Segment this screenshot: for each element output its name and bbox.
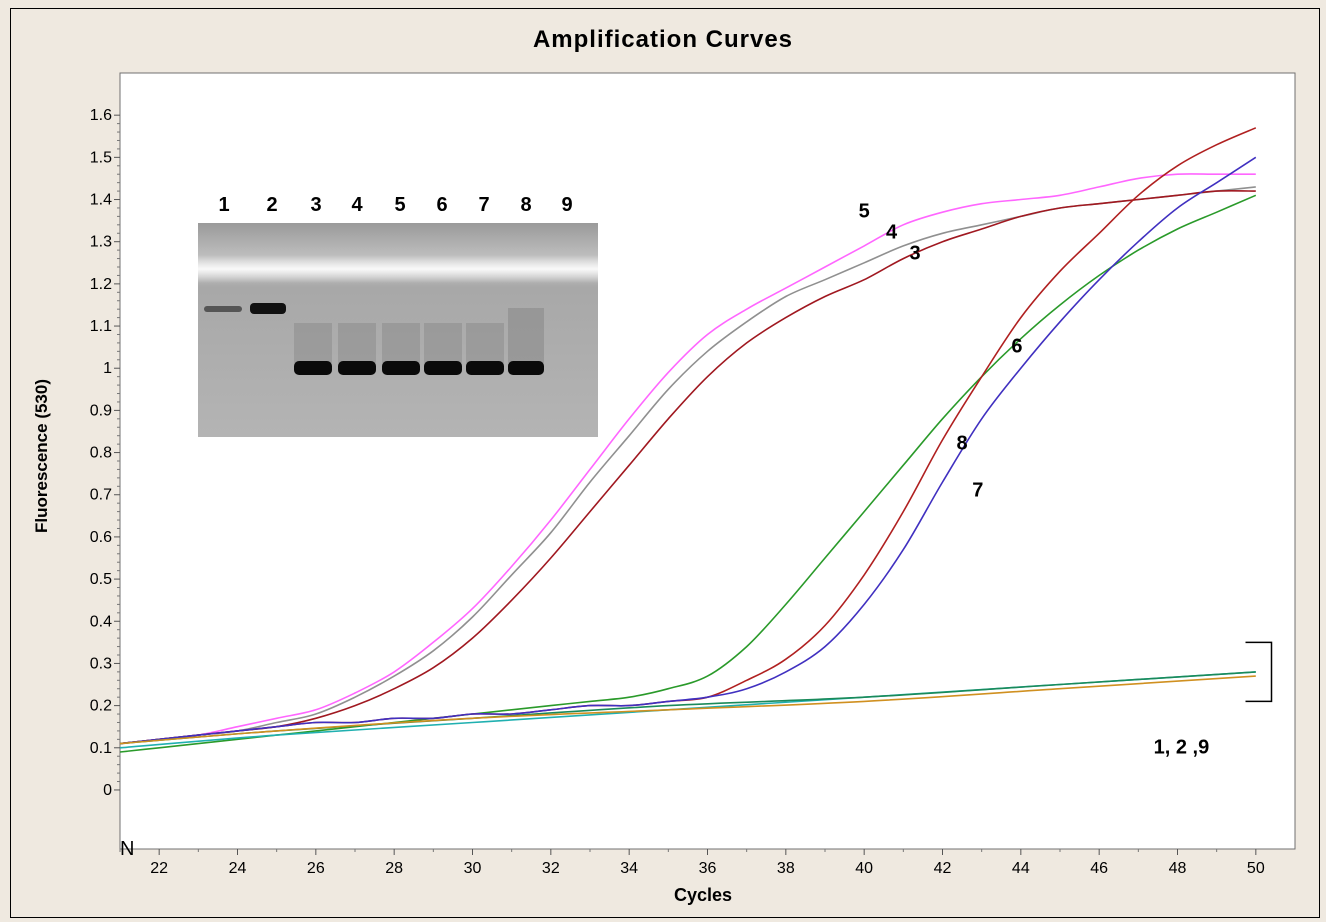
y-tick-label: 1: [103, 360, 112, 377]
y-tick-label: 0.1: [90, 740, 112, 757]
x-tick-label: 42: [934, 860, 952, 877]
gel-lane-label-2: 2: [266, 194, 278, 216]
y-tick-label: 1.6: [90, 107, 112, 124]
y-tick-label: 0.6: [90, 529, 112, 546]
gel-band-lane-6: [424, 361, 462, 375]
plot-area: [119, 72, 1296, 850]
x-tick-label: 22: [150, 860, 168, 877]
gel-band-lane-7: [466, 361, 504, 375]
y-tick-label: 1.4: [90, 192, 112, 209]
series-line-1: [119, 173, 1256, 745]
gel-smear-lane-5: [382, 323, 420, 363]
gel-band-lane-5: [382, 361, 420, 375]
series-line-9: [119, 675, 1256, 745]
curve-label: 4: [886, 221, 898, 244]
x-tick-label: 34: [620, 860, 638, 877]
gel-lane-label-9: 9: [561, 194, 573, 216]
x-axis-label: Cycles: [673, 885, 733, 905]
y-tick-label: 1.3: [90, 234, 112, 251]
gel-band-lane-8: [508, 361, 544, 375]
y-tick-label: 0.5: [90, 571, 112, 588]
chart-title: Amplification Curves: [532, 26, 794, 53]
y-tick-label: 1.2: [90, 276, 112, 293]
x-tick-label: 26: [307, 860, 325, 877]
y-axis-label: Fluorescence (530): [32, 378, 51, 534]
gel-band-lane-4: [338, 361, 376, 375]
curve-label: 6: [1011, 335, 1023, 358]
curve-label: 8: [956, 432, 968, 455]
bracket: [1245, 641, 1273, 703]
gel-inset-image: [198, 223, 598, 437]
curve-label: 3: [909, 242, 921, 265]
bracket-line: [1245, 641, 1273, 703]
gel-lane-label-3: 3: [310, 194, 322, 216]
axes: 0 0.1 0.2 0.3 0.4 0.5 0.6 0.7 0.8 0.9 1 1.1 1.2 1.3 1.…: [90, 107, 1265, 877]
y-tick-label: 0.2: [90, 698, 112, 715]
curve-label: 5: [858, 200, 870, 223]
gel-band-lane-1: [204, 306, 242, 312]
gel-lane-label-5: 5: [394, 194, 406, 216]
gel-smear-lane-3: [294, 323, 332, 363]
y-tick-label: 0.7: [90, 487, 112, 504]
x-tick-label: 40: [855, 860, 873, 877]
x-tick-label: 46: [1090, 860, 1108, 877]
y-tick-label: 0: [103, 782, 112, 799]
x-tick-label: 48: [1169, 860, 1187, 877]
series-line-6: [119, 156, 1257, 745]
curve-label: 7: [972, 479, 984, 502]
gel-lane-label-6: 6: [436, 194, 448, 216]
gel-lane-label-8: 8: [520, 194, 532, 216]
x-tick-label: 36: [699, 860, 717, 877]
gel-smear-lane-4: [338, 323, 376, 363]
gel-smear-lane-7: [466, 323, 504, 363]
gel-lane-label-4: 4: [351, 194, 363, 216]
gel-lane-label-7: 7: [478, 194, 490, 216]
y-tick-label: 0.4: [90, 613, 112, 630]
x-tick-label: 30: [464, 860, 482, 877]
gel-band-lane-3: [294, 361, 332, 375]
x-tick-label: 28: [385, 860, 403, 877]
series-line-4: [119, 194, 1257, 753]
gel-band-lane-2: [250, 303, 286, 314]
gel-smear-lane-8: [508, 308, 544, 363]
corner-marker: N: [120, 838, 135, 860]
x-tick-label: 44: [1012, 860, 1030, 877]
series-layer: [119, 127, 1257, 753]
series-line-3: [119, 189, 1256, 745]
y-tick-label: 1.1: [90, 318, 112, 335]
y-tick-label: 0.3: [90, 655, 112, 672]
x-tick-label: 32: [542, 860, 560, 877]
y-tick-label: 1.5: [90, 149, 112, 166]
gel-lane-label-1: 1: [218, 194, 230, 216]
curve-label: 1, 2 ,9: [1153, 736, 1210, 759]
x-tick-label: 38: [777, 860, 795, 877]
x-tick-label: 50: [1247, 860, 1265, 877]
y-tick-label: 0.9: [90, 402, 112, 419]
y-tick-label: 0.8: [90, 445, 112, 462]
x-tick-label: 24: [229, 860, 247, 877]
gel-smear-lane-6: [424, 323, 462, 363]
